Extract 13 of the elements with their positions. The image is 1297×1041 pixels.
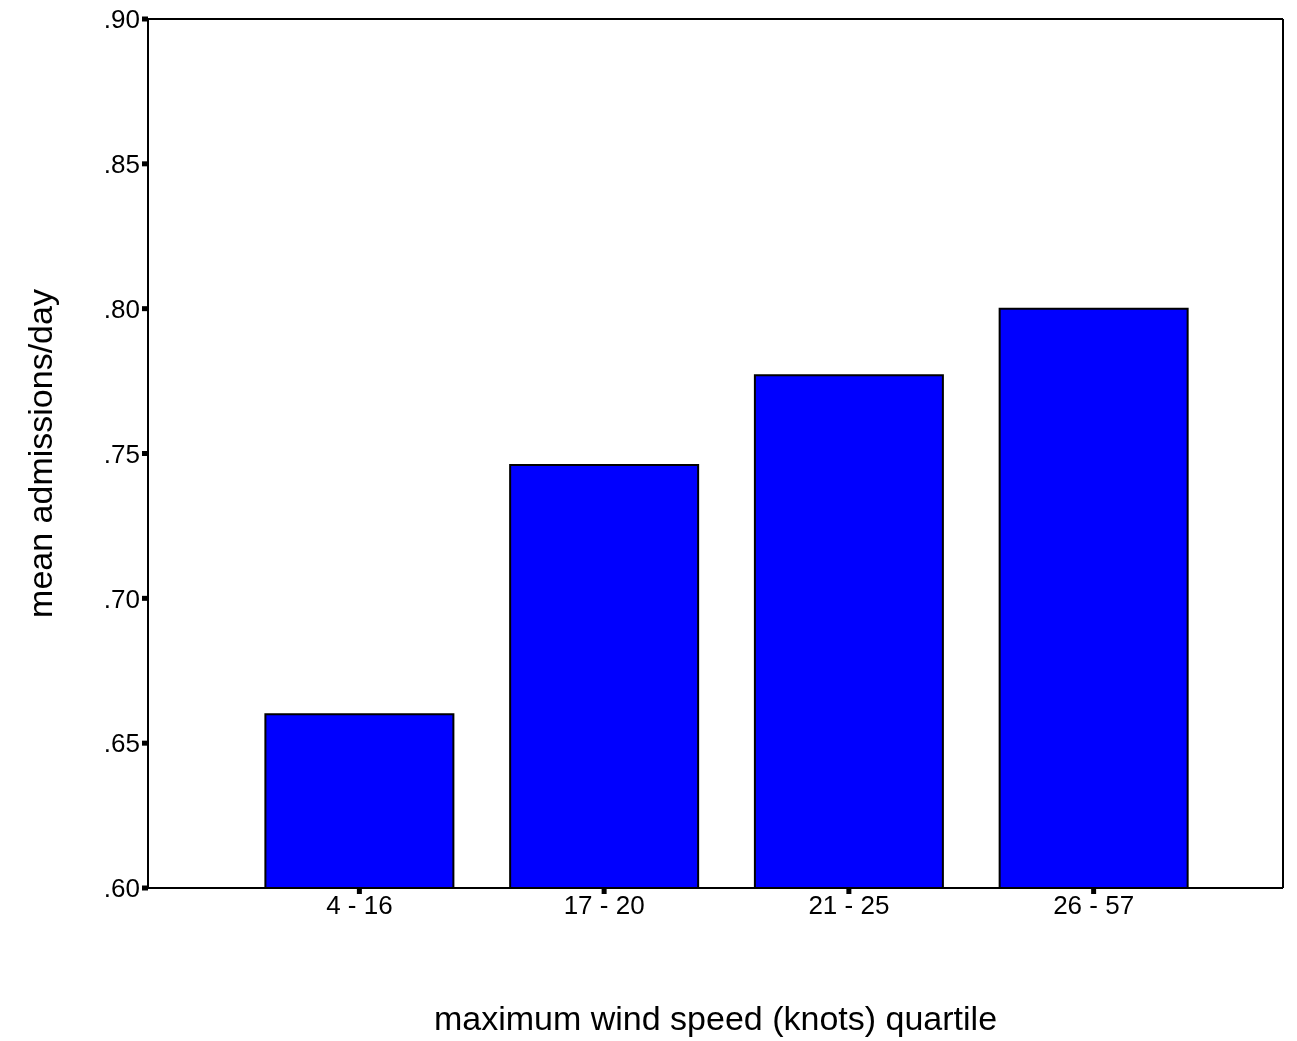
y-axis-title: mean admissions/day [21, 289, 60, 618]
x-tick-label: 26 - 57 [1053, 890, 1135, 921]
y-tick-label: .60 [103, 873, 140, 904]
y-tick-label: .85 [103, 149, 140, 180]
y-tick-label: .75 [103, 438, 140, 469]
x-tick-label: 17 - 20 [563, 890, 645, 921]
y-tick-label: .70 [103, 583, 140, 614]
x-axis-title: maximum wind speed (knots) quartile [433, 999, 998, 1037]
y-tick-label: .65 [103, 728, 140, 759]
y-tick-label: .90 [103, 4, 140, 35]
x-tick-label: 21 - 25 [808, 890, 890, 921]
x-tick-label: 4 - 16 [326, 890, 393, 921]
y-tick-label: .80 [103, 293, 140, 324]
